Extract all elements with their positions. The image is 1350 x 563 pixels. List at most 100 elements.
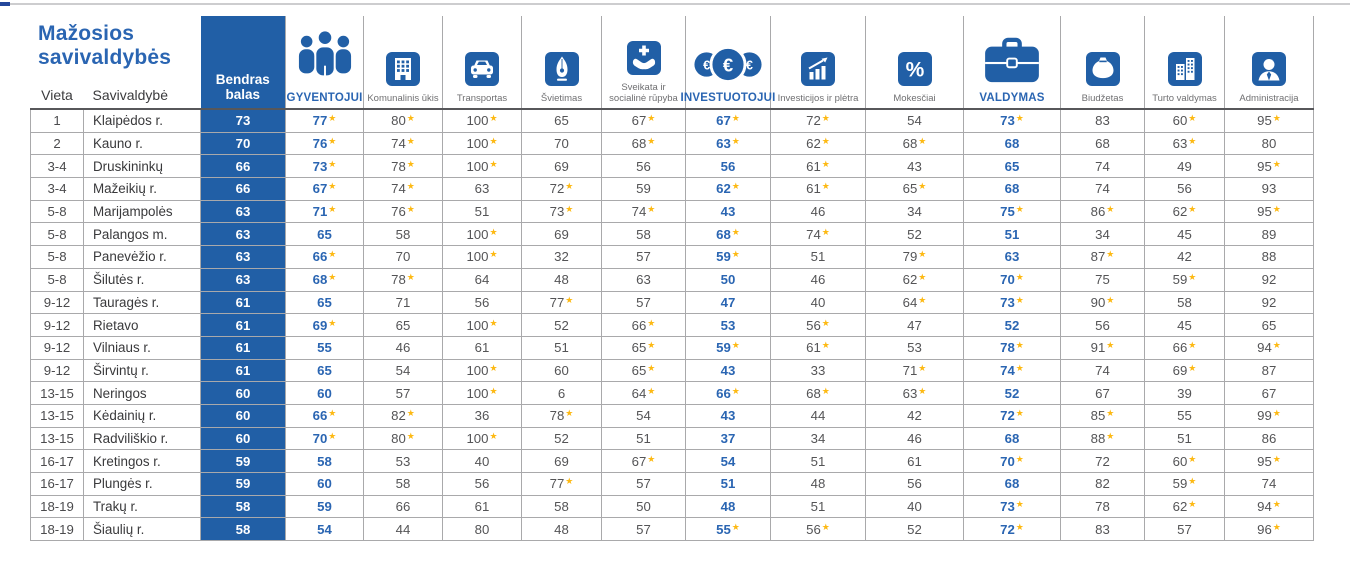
score-cell: 44 xyxy=(770,404,866,428)
total-score-cell: 61 xyxy=(200,336,286,360)
star-marker: ★ xyxy=(821,158,830,169)
score-value: 45 xyxy=(1177,226,1192,242)
score-cell: 74 xyxy=(1224,472,1314,496)
score-cell: 53 xyxy=(685,313,771,337)
score-cell: 46 xyxy=(770,200,866,224)
star-marker: ★ xyxy=(328,317,337,328)
score-cell: 65★ xyxy=(601,336,686,360)
score-cell: 52 xyxy=(521,313,602,337)
score-value: 60 xyxy=(554,362,569,378)
score-cell: 100★ xyxy=(442,359,522,383)
star-marker: ★ xyxy=(647,453,656,464)
table-row: 2 Kauno r. 70 76★ 74★ 100★ 70 68★ 63★ 62★ 68★ 68 68 6… xyxy=(30,132,1314,156)
score-value: 51 xyxy=(636,430,651,446)
column-header-label: Transportas xyxy=(456,93,508,105)
score-cell: 71 xyxy=(363,291,443,315)
star-marker: ★ xyxy=(565,476,574,487)
star-marker: ★ xyxy=(918,294,927,305)
column-header-label: GYVENTOJUI xyxy=(286,91,363,104)
score-value: 58 xyxy=(636,226,651,242)
score-value: 96 xyxy=(1257,521,1272,537)
score-value: 58 xyxy=(317,453,332,469)
star-marker: ★ xyxy=(406,181,415,192)
score-cell: 67★ xyxy=(601,449,686,473)
score-value: 62 xyxy=(806,136,821,152)
rank-cell: 1 xyxy=(30,109,84,133)
score-value: 100 xyxy=(466,136,489,152)
score-value: 83 xyxy=(1095,521,1110,537)
score-value: 63 xyxy=(1004,249,1020,265)
column-header-svietimas: Švietimas xyxy=(521,16,602,110)
score-value: 78 xyxy=(1000,340,1015,356)
score-value: 63 xyxy=(902,385,918,401)
score-cell: 100★ xyxy=(442,381,522,405)
column-header-label: Vieta xyxy=(41,87,73,103)
star-marker: ★ xyxy=(489,136,498,147)
score-value: 60 xyxy=(317,385,332,401)
table-row: 3-4 Druskininkų 66 73★ 78★ 100★ 69 56 56 61★ 43 65 7… xyxy=(30,154,1314,179)
score-value: 69 xyxy=(1172,362,1188,378)
score-cell: 46 xyxy=(363,336,443,360)
score-value: 57 xyxy=(395,385,411,401)
star-marker: ★ xyxy=(821,521,830,532)
score-value: 66 xyxy=(395,499,411,515)
score-cell: 37 xyxy=(685,427,771,451)
score-cell: 76★ xyxy=(285,132,364,156)
score-value: 59 xyxy=(1172,272,1188,288)
rank-cell: 3-4 xyxy=(30,177,84,201)
star-marker: ★ xyxy=(821,340,830,351)
star-marker: ★ xyxy=(1272,521,1281,532)
score-cell: 74★ xyxy=(963,359,1061,383)
star-marker: ★ xyxy=(1188,113,1197,124)
score-value: 70 xyxy=(554,136,569,152)
score-value: 61 xyxy=(806,340,821,356)
score-value: 70 xyxy=(1000,272,1015,288)
score-cell: 82★ xyxy=(363,404,443,428)
score-value: 52 xyxy=(907,521,922,537)
money-bag-icon xyxy=(1085,52,1120,87)
score-cell: 77★ xyxy=(521,291,602,315)
score-value: 42 xyxy=(1177,249,1192,265)
score-cell: 100★ xyxy=(442,427,522,451)
score-cell: 67★ xyxy=(285,177,364,201)
score-cell: 67 xyxy=(1060,381,1145,405)
score-cell: 56★ xyxy=(770,517,866,542)
score-cell: 68 xyxy=(1060,132,1145,156)
score-value: 74 xyxy=(1261,476,1277,492)
score-value: 80 xyxy=(474,521,490,537)
star-marker: ★ xyxy=(731,385,740,396)
score-cell: 72★ xyxy=(963,517,1061,542)
score-cell: 74★ xyxy=(601,200,686,224)
score-value: 65 xyxy=(631,340,647,356)
star-marker: ★ xyxy=(647,113,656,124)
score-cell: 66★ xyxy=(1144,336,1225,360)
score-value: 78 xyxy=(549,408,565,424)
score-cell: 69 xyxy=(521,222,602,247)
score-cell: 65 xyxy=(285,222,364,247)
score-value: 62 xyxy=(1172,204,1188,220)
municipality-cell: Tauragės r. xyxy=(83,291,201,315)
score-cell: 68★ xyxy=(601,132,686,156)
rank-cell: 13-15 xyxy=(30,427,84,451)
table-row: 18-19 Šiaulių r. 58 54 44 80 48 57 55★ 56★ 52 72★ 83… xyxy=(30,517,1314,542)
score-value: 34 xyxy=(907,204,922,220)
score-cell: 63★ xyxy=(865,381,964,405)
score-value: 74 xyxy=(1095,362,1110,378)
score-value: 51 xyxy=(720,476,736,492)
score-value: 62 xyxy=(902,272,918,288)
car-icon xyxy=(465,52,499,87)
score-value: 59 xyxy=(716,249,731,265)
column-header-label: Administracija xyxy=(1239,93,1299,105)
score-value: 66 xyxy=(631,317,647,333)
score-cell: 56 xyxy=(685,154,771,179)
star-marker: ★ xyxy=(918,249,927,260)
score-cell: 54 xyxy=(363,359,443,383)
score-cell: 95★ xyxy=(1224,109,1314,133)
score-cell: 73★ xyxy=(963,291,1061,315)
score-cell: 48 xyxy=(685,495,771,519)
score-value: 72 xyxy=(1095,453,1110,469)
score-value: 69 xyxy=(554,158,569,174)
score-cell: 93 xyxy=(1224,177,1314,201)
column-header-label: Savivaldybė xyxy=(92,87,169,103)
total-score-cell: 60 xyxy=(200,404,286,428)
